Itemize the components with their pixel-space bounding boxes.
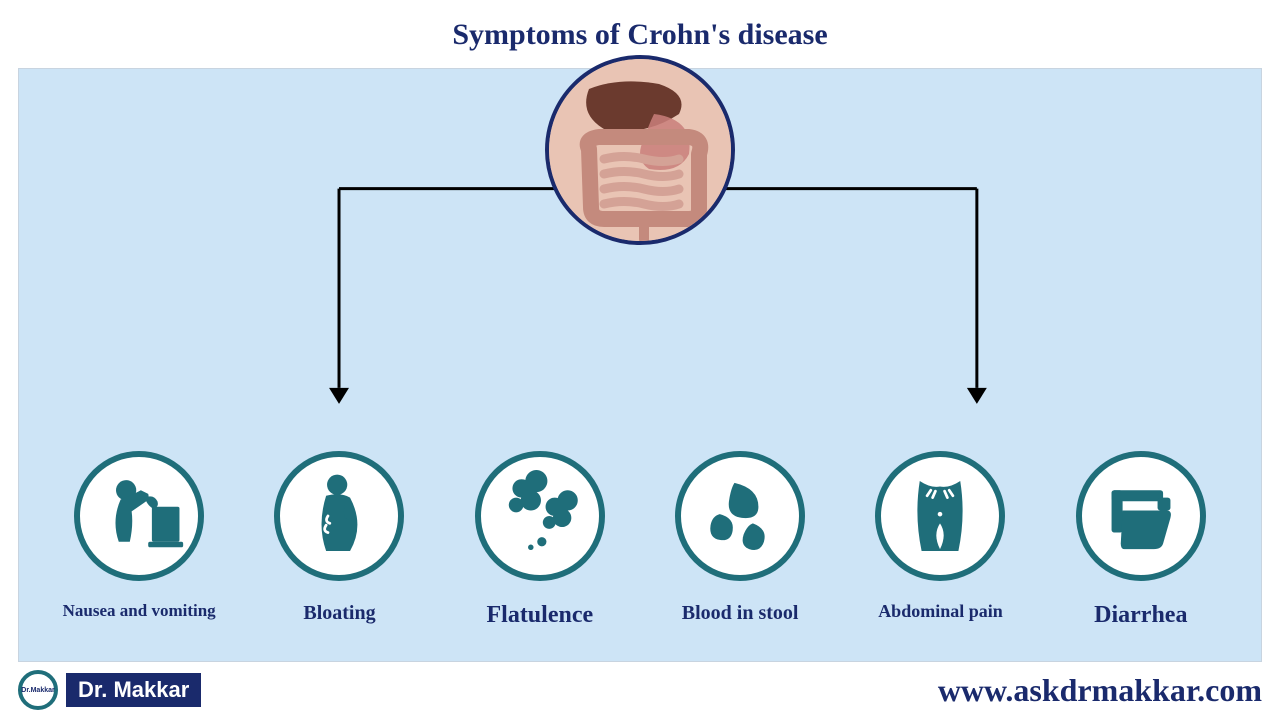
blood-icon <box>675 451 805 581</box>
nausea-icon <box>74 451 204 581</box>
symptom-item: Nausea and vomiting <box>49 451 229 623</box>
symptom-item: Flatulence <box>450 451 630 633</box>
digestive-system-icon <box>549 59 735 245</box>
symptom-item: Bloating <box>249 451 429 627</box>
flatulence-icon <box>475 451 605 581</box>
symptom-item: Blood in stool <box>650 451 830 627</box>
symptom-item: Diarrhea <box>1051 451 1231 633</box>
symptom-label: Abdominal pain <box>878 599 1003 624</box>
brand-logo-circle: Dr.Makkar <box>18 670 58 710</box>
symptom-label: Bloating <box>303 599 375 627</box>
footer: Dr.Makkar Dr. Makkar www.askdrmakkar.com <box>18 670 1262 710</box>
brand-block: Dr.Makkar Dr. Makkar <box>18 670 201 710</box>
brand-logo-text: Dr.Makkar <box>21 687 54 694</box>
symptom-row: Nausea and vomiting Bloating Flatulence Blo… <box>19 451 1261 633</box>
website-url: www.askdrmakkar.com <box>938 672 1262 709</box>
symptom-label: Flatulence <box>486 599 593 633</box>
brand-name-badge: Dr. Makkar <box>66 673 201 707</box>
central-organ-circle <box>545 55 735 245</box>
abdominal-icon <box>875 451 1005 581</box>
symptom-item: Abdominal pain <box>850 451 1030 624</box>
diagram-panel: Nausea and vomiting Bloating Flatulence Blo… <box>18 68 1262 662</box>
symptom-label: Blood in stool <box>682 599 799 627</box>
diarrhea-icon <box>1076 451 1206 581</box>
symptom-label: Nausea and vomiting <box>63 599 216 623</box>
symptom-label: Diarrhea <box>1094 599 1187 633</box>
page-title: Symptoms of Crohn's disease <box>0 0 1280 62</box>
bloating-icon <box>274 451 404 581</box>
